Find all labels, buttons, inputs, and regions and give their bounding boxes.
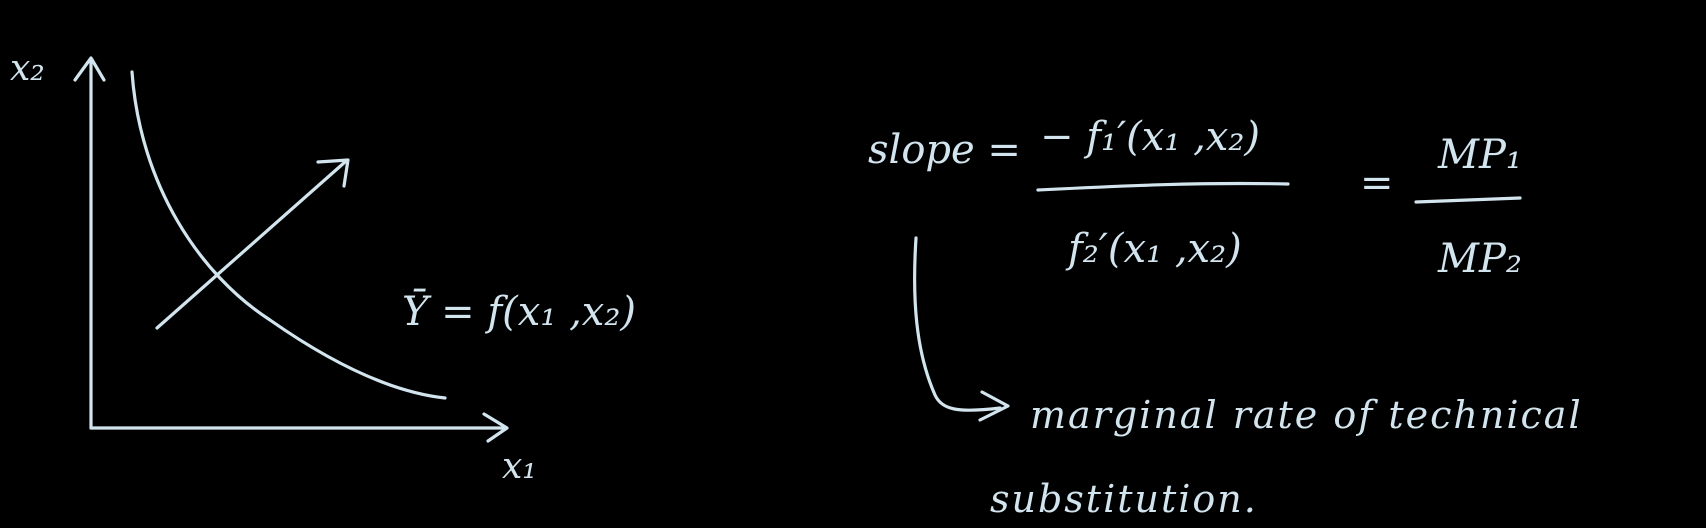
isoquant-graph: x₂ x₁ Ȳ = f(x₁ ,x₂) — [10, 48, 636, 487]
mrts-formula: slope = − f₁′(x₁ ,x₂) f₂′(x₁ ,x₂) = MP₁ … — [868, 114, 1522, 282]
annotation-arrow-line — [912, 236, 1002, 412]
formula-denominator: f₂′(x₁ ,x₂) — [1065, 226, 1242, 272]
annotation-line-1: marginal rate of technical — [1030, 393, 1583, 437]
annotation-line-2: substitution. — [990, 477, 1258, 521]
direction-arrow-line — [155, 160, 347, 330]
formula-numerator: − f₁′(x₁ ,x₂) — [1040, 114, 1260, 160]
mp1-label: MP₁ — [1437, 132, 1522, 178]
annotation-arrowhead-icon — [978, 390, 1010, 422]
direction-arrowhead-icon — [316, 158, 350, 188]
second-equals: = — [1360, 160, 1394, 206]
isoquant-curve — [130, 70, 447, 400]
x-axis-label: x₁ — [502, 446, 537, 487]
curve-equation-label: Ȳ = f(x₁ ,x₂) — [402, 289, 636, 335]
x-axis-arrowhead-icon — [482, 412, 509, 443]
fraction-bar — [1036, 181, 1290, 192]
mrts-annotation: marginal rate of technical substitution. — [912, 236, 1583, 521]
slope-lhs: slope = — [868, 127, 1021, 173]
y-axis-arrowhead-icon — [73, 56, 106, 82]
mp2-label: MP₂ — [1437, 236, 1522, 282]
y-axis-label: x₂ — [10, 48, 45, 89]
mp-fraction-bar — [1414, 196, 1522, 204]
